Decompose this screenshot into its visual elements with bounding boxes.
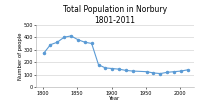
Title: Total Population in Norbury
1801-2011: Total Population in Norbury 1801-2011	[63, 5, 167, 25]
Y-axis label: Number of people: Number of people	[18, 32, 23, 80]
X-axis label: Year: Year	[109, 96, 121, 101]
